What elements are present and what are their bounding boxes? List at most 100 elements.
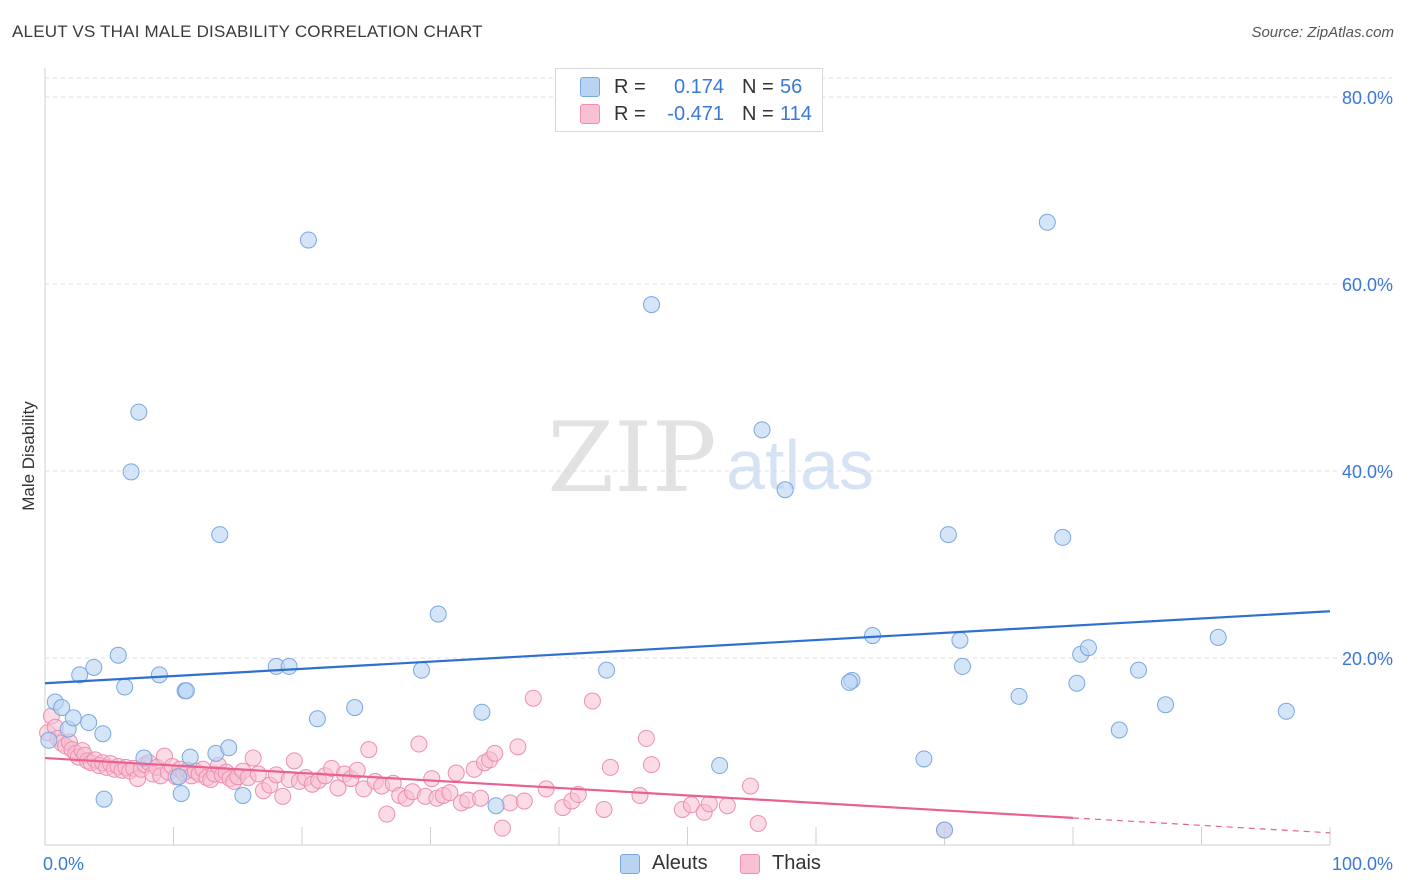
n-value: 114 xyxy=(780,102,812,125)
aleut-point xyxy=(170,768,188,786)
legend-item-thais[interactable]: Thais xyxy=(740,852,821,875)
aleut-point xyxy=(939,526,957,544)
aleut-point xyxy=(172,785,190,803)
thai-point xyxy=(682,796,700,814)
aleut-point xyxy=(280,657,298,675)
thai-point xyxy=(423,770,441,788)
aleut-point xyxy=(130,403,148,421)
aleut-point xyxy=(135,749,153,767)
aleut-point xyxy=(40,731,58,749)
thai-point xyxy=(378,805,396,823)
thai-point xyxy=(274,787,292,805)
aleut-point xyxy=(234,786,252,804)
aleut-point xyxy=(1130,661,1148,679)
thai-point xyxy=(537,780,555,798)
thai-point xyxy=(643,756,661,774)
legend-row-thais: R = -0.471 N = 114 xyxy=(580,102,820,126)
watermark-atlas: atlas xyxy=(726,426,874,504)
aleut-point xyxy=(150,666,168,684)
aleut-point xyxy=(1038,213,1056,231)
x-tick-label: 100.0% xyxy=(1332,854,1393,874)
aleut-point xyxy=(181,748,199,766)
aleut-point xyxy=(116,678,134,696)
thai-trend-line xyxy=(44,756,1074,819)
thai-point xyxy=(472,789,490,807)
aleut-points xyxy=(40,213,1295,839)
aleut-point xyxy=(429,605,447,623)
aleut-point xyxy=(122,463,140,481)
aleut-point xyxy=(1209,628,1227,646)
aleut-point xyxy=(1079,639,1097,657)
aleut-point xyxy=(487,797,505,815)
y-tick-label: 40.0% xyxy=(1342,462,1393,482)
thai-point xyxy=(410,735,428,753)
aleut-point xyxy=(711,757,729,775)
aleut-point xyxy=(53,699,71,717)
thai-point xyxy=(569,786,587,804)
aleut-legend-swatch xyxy=(620,853,640,874)
thai-legend-swatch xyxy=(740,853,760,874)
aleut-point xyxy=(85,658,103,676)
aleut-point xyxy=(177,682,195,700)
thai-point xyxy=(749,814,767,832)
aleut-swatch xyxy=(580,77,600,97)
aleut-point xyxy=(953,657,971,675)
aleut-point xyxy=(951,631,969,649)
thai-swatch xyxy=(580,104,600,124)
aleut-point xyxy=(308,710,326,728)
thai-point xyxy=(447,764,465,782)
grid-lines xyxy=(45,77,1392,659)
trend-lines xyxy=(44,610,1331,834)
aleut-point xyxy=(413,661,431,679)
y-tick-label: 60.0% xyxy=(1342,275,1393,295)
x-tick-label: 0.0% xyxy=(43,854,84,874)
r-label: R = xyxy=(614,102,646,125)
r-value: 0.174 xyxy=(673,75,724,98)
thai-point xyxy=(583,692,601,710)
tick-labels: 20.0% 40.0% 60.0% 80.0% 0.0% 100.0% xyxy=(43,88,1393,874)
aleut-point xyxy=(220,739,238,757)
aleut-point xyxy=(753,421,771,439)
aleut-point xyxy=(1110,721,1128,739)
thai-point xyxy=(631,786,649,804)
aleut-point xyxy=(776,481,794,499)
aleut-point xyxy=(1157,696,1175,714)
aleut-point xyxy=(299,231,317,249)
n-label: N = xyxy=(742,102,774,125)
correlation-legend: R = 0.174 N = 56 R = -0.471 N = 114 xyxy=(555,68,823,132)
thai-point xyxy=(601,758,619,776)
thai-point xyxy=(360,741,378,759)
aleut-point xyxy=(1068,674,1086,692)
aleut-legend-label: Aleuts xyxy=(652,852,708,874)
watermark: ZIP atlas xyxy=(547,402,874,514)
thai-point xyxy=(637,729,655,747)
thai-point xyxy=(329,779,347,797)
thai-point xyxy=(285,752,303,770)
aleut-point xyxy=(80,714,98,732)
thai-point xyxy=(741,777,759,795)
thai-point xyxy=(441,784,459,802)
n-label: N = xyxy=(742,75,774,98)
legend-item-aleuts[interactable]: Aleuts xyxy=(620,852,708,875)
thai-point xyxy=(486,744,504,762)
y-tick-label: 80.0% xyxy=(1342,88,1393,108)
aleut-point xyxy=(936,821,953,839)
y-axis-label: Male Disability xyxy=(19,401,38,511)
aleut-point xyxy=(1010,687,1028,705)
aleut-point xyxy=(346,699,364,717)
aleut-trend-line xyxy=(44,610,1331,685)
aleut-point xyxy=(840,673,858,691)
watermark-zip: ZIP xyxy=(547,402,716,514)
aleut-point xyxy=(94,725,112,743)
aleut-point xyxy=(64,709,82,727)
thai-legend-label: Thais xyxy=(772,852,821,874)
aleut-point xyxy=(1054,528,1072,546)
r-label: R = xyxy=(614,75,646,98)
source-label: Source: ZipAtlas.com xyxy=(1251,24,1394,41)
y-tick-label: 20.0% xyxy=(1342,649,1393,669)
thai-point xyxy=(493,819,511,837)
aleut-point xyxy=(71,666,89,684)
thai-points xyxy=(39,689,953,839)
thai-point xyxy=(244,749,262,767)
